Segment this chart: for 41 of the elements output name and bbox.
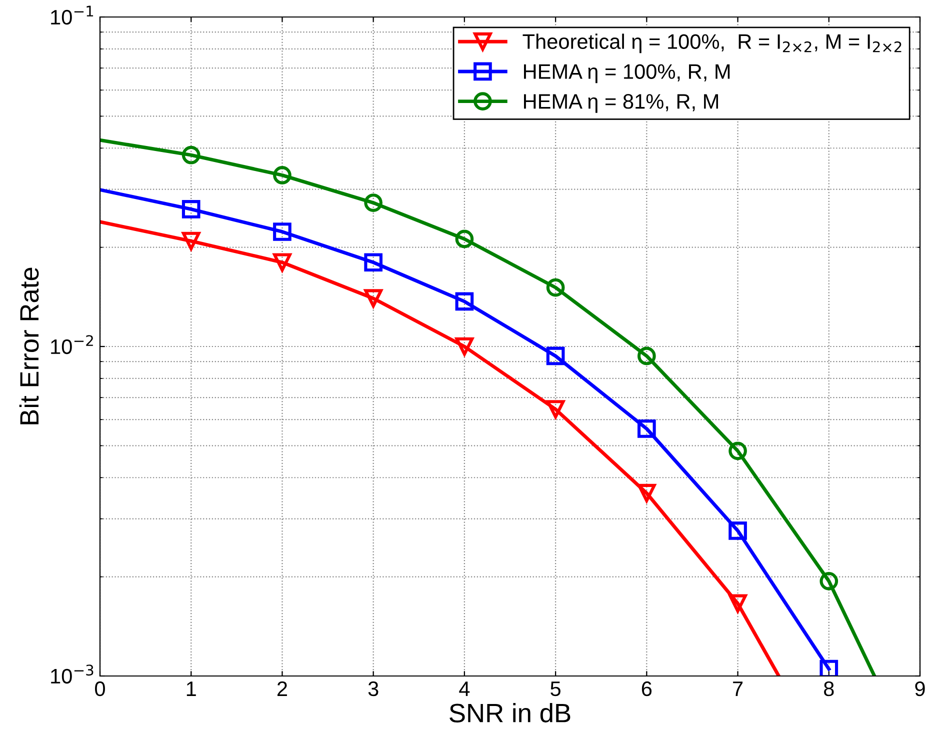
x-tick-label: 7 bbox=[733, 682, 743, 696]
x-tick-label: 5 bbox=[550, 682, 560, 696]
point bbox=[546, 400, 565, 418]
point bbox=[546, 346, 565, 366]
point bbox=[820, 572, 838, 590]
point bbox=[638, 420, 656, 438]
x-tick-label: 2 bbox=[277, 681, 287, 696]
point bbox=[273, 253, 292, 272]
point bbox=[820, 660, 838, 676]
x-axis-title: SNR in dB bbox=[450, 703, 570, 722]
point bbox=[455, 230, 474, 248]
point bbox=[728, 594, 747, 613]
x-tick-label: 8 bbox=[824, 681, 834, 696]
y-tick-label: 10$^{−3}$ bbox=[51, 664, 94, 684]
y-tick-label: 10$^{−1}$ bbox=[51, 6, 94, 25]
point bbox=[638, 484, 656, 502]
legend-label: Theoretical η = 100%, R = I$_{2×2}$, M = I$_{2×2}$ bbox=[522, 34, 902, 54]
y-tick-label: 10$^{−2}$ bbox=[51, 335, 93, 354]
point bbox=[728, 442, 747, 460]
y-axis-title: Bit Error Rate bbox=[19, 268, 39, 424]
x-tick-label: 3 bbox=[368, 681, 378, 696]
point bbox=[182, 200, 200, 218]
x-tick-label: 1 bbox=[186, 682, 196, 696]
point bbox=[273, 222, 292, 241]
point bbox=[455, 337, 474, 356]
point bbox=[728, 522, 747, 540]
point bbox=[364, 289, 382, 308]
x-tick-label: 4 bbox=[459, 682, 470, 696]
x-tick-label: 6 bbox=[642, 681, 652, 696]
point bbox=[182, 232, 200, 250]
point bbox=[455, 292, 474, 311]
legend-label: HEMA η = 81%, R, M bbox=[524, 94, 718, 113]
point bbox=[364, 194, 382, 212]
point bbox=[364, 253, 382, 272]
x-tick-label: 9 bbox=[915, 681, 925, 696]
point bbox=[273, 166, 292, 184]
point bbox=[182, 146, 200, 164]
legend-label: HEMA η = 100%, R, M bbox=[524, 64, 730, 84]
x-tick-label: 0 bbox=[95, 681, 105, 696]
point bbox=[638, 346, 656, 366]
point bbox=[546, 278, 565, 297]
